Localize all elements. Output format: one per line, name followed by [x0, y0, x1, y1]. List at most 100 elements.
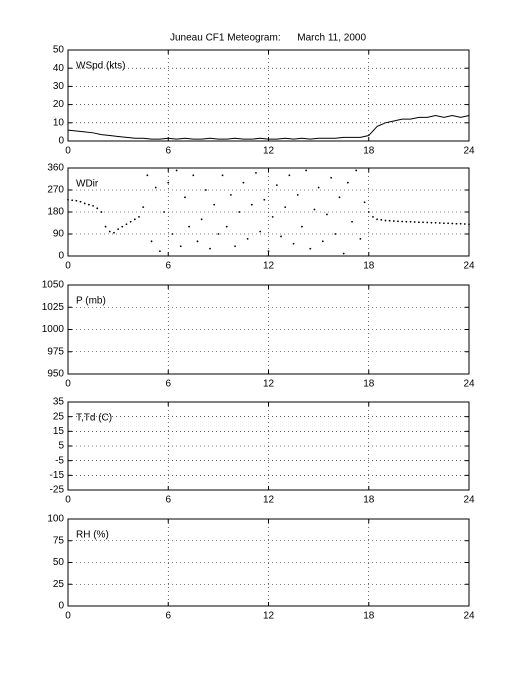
x-tick-label: 6	[165, 379, 171, 390]
data-point	[355, 169, 358, 172]
data-point	[455, 222, 458, 225]
data-point	[417, 221, 420, 224]
data-point	[326, 213, 328, 216]
data-point	[271, 215, 274, 218]
data-point	[154, 186, 157, 189]
y-tick-label: 975	[47, 346, 64, 357]
y-tick-label: 0	[58, 601, 64, 612]
y-tick-label: 75	[53, 535, 65, 546]
x-tick-label: 18	[363, 611, 375, 622]
axes-frame	[67, 401, 470, 491]
y-tick-label: 950	[47, 369, 64, 380]
data-point	[372, 215, 374, 218]
y-tick-label: 5	[58, 441, 64, 452]
data-point	[71, 199, 74, 202]
data-point	[346, 181, 349, 184]
data-point	[221, 174, 224, 177]
y-tick-label: 1050	[42, 280, 65, 291]
axes-frame	[67, 167, 470, 257]
data-point	[246, 237, 249, 240]
data-point	[104, 225, 107, 228]
data-point	[288, 174, 291, 177]
y-tick-label: 15	[53, 426, 65, 437]
data-point	[359, 237, 362, 240]
data-point	[296, 193, 299, 196]
data-point	[468, 223, 470, 226]
data-point	[188, 225, 191, 228]
data-point	[83, 202, 86, 205]
x-tick-label: 24	[463, 611, 475, 622]
data-point	[113, 231, 115, 234]
data-point	[196, 240, 199, 243]
data-point	[292, 242, 295, 245]
x-tick-label: 0	[65, 379, 71, 390]
data-point	[334, 233, 337, 235]
y-axis-label: WSpd (kts)	[76, 61, 125, 72]
data-point	[242, 181, 245, 184]
data-line	[67, 115, 470, 140]
data-point	[87, 203, 90, 206]
y-tick-label: -25	[50, 485, 65, 496]
data-point	[213, 203, 216, 206]
data-point	[79, 200, 82, 203]
data-point	[313, 208, 316, 211]
data-point	[158, 250, 161, 253]
data-point	[175, 169, 178, 172]
data-point	[413, 221, 416, 223]
x-tick-label: 24	[463, 261, 475, 272]
data-point	[230, 193, 232, 196]
x-tick-label: 12	[263, 495, 275, 506]
data-point	[388, 219, 391, 222]
y-axis-label: T,Td (C)	[76, 413, 112, 424]
data-point	[146, 174, 149, 177]
x-tick-label: 12	[263, 146, 275, 157]
data-point	[167, 181, 170, 184]
data-point	[321, 240, 324, 243]
data-point	[267, 250, 270, 253]
data-point	[234, 245, 236, 248]
data-point	[96, 207, 99, 210]
x-tick-label: 6	[165, 611, 171, 622]
data-point	[409, 220, 412, 223]
y-tick-label: 50	[53, 45, 65, 56]
data-point	[75, 199, 78, 202]
x-tick-label: 12	[263, 379, 275, 390]
panel: -25 -15 -5 5 15 25 35 0 6 12 18 24 T,Td (C)	[50, 397, 475, 506]
data-point	[284, 206, 287, 209]
x-tick-label: 18	[363, 495, 375, 506]
data-point	[225, 225, 228, 228]
data-point	[330, 176, 333, 179]
data-point	[238, 211, 241, 213]
data-point	[125, 223, 128, 226]
data-point	[204, 189, 207, 191]
data-point	[255, 171, 257, 174]
x-tick-label: 24	[463, 495, 475, 506]
data-point	[397, 220, 399, 223]
data-point	[463, 223, 466, 225]
data-point	[263, 198, 266, 201]
data-point	[129, 220, 132, 223]
data-point	[426, 221, 429, 224]
x-tick-label: 6	[165, 146, 171, 157]
x-tick-label: 6	[165, 261, 171, 272]
y-tick-label: 180	[47, 207, 64, 218]
axes-frame	[67, 284, 470, 375]
y-axis-label: P (mb)	[76, 296, 106, 307]
data-point	[351, 220, 353, 223]
data-point	[67, 198, 69, 201]
data-point	[92, 204, 94, 207]
data-point	[133, 218, 136, 221]
data-point	[184, 196, 186, 199]
y-tick-label: 90	[53, 229, 65, 240]
y-tick-label: 360	[47, 163, 64, 174]
data-point	[275, 184, 278, 187]
axes-frame	[67, 518, 470, 607]
data-point	[179, 245, 182, 248]
data-point	[108, 230, 111, 233]
data-point	[363, 201, 366, 204]
data-point	[280, 235, 282, 238]
chart-title: Juneau CF1 Meteogram: March 11, 2000	[170, 33, 366, 44]
y-tick-label: 10	[53, 117, 65, 128]
x-tick-label: 0	[65, 611, 71, 622]
panel: 950 975 1000 1025 1050 0 6 12 18 24 P (mb)	[42, 280, 475, 390]
